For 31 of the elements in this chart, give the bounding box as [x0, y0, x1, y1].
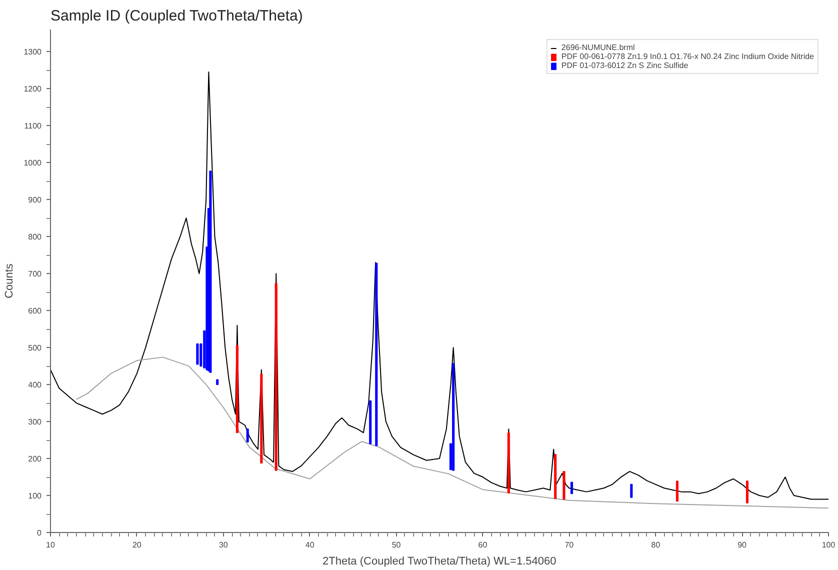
y-tick-label: 200 [28, 454, 42, 464]
y-tick-label: 400 [28, 380, 42, 390]
x-tick-label: 30 [218, 540, 228, 550]
y-axis-title: Counts [4, 263, 16, 298]
x-axis-title: 2Theta (Coupled TwoTheta/Theta) WL=1.54060 [322, 556, 556, 568]
y-tick-label: 700 [28, 270, 42, 279]
x-tick-label: 80 [651, 540, 661, 550]
x-tick-label: 10 [46, 540, 56, 550]
x-tick-label: 40 [305, 540, 315, 550]
y-tick-label: 800 [28, 232, 42, 242]
x-tick-label: 60 [478, 540, 488, 550]
legend-label: PDF 00-061-0778 Zn1.9 In0.1 O1.76-x N0.24 Zinc Indium Oxide Nitride [561, 52, 814, 61]
y-tick-label: 600 [28, 306, 42, 316]
x-tick-label: 20 [132, 540, 142, 550]
x-tick-label: 90 [738, 540, 748, 550]
line-series [76, 356, 828, 509]
legend-label: 2696-NUMUNE.brml [561, 43, 635, 52]
y-tick-label: 1200 [24, 84, 42, 94]
y-tick-label: 900 [28, 196, 42, 205]
y-tick-label: 100 [28, 492, 42, 501]
legend-label: PDF 01-073-6012 Zn S Zinc Sulfide [561, 61, 688, 70]
x-tick-label: 100 [822, 540, 836, 550]
y-tick-label: 300 [28, 418, 42, 427]
y-tick-label: 1300 [24, 48, 42, 57]
y-tick-label: 0 [37, 528, 42, 538]
y-tick-label: 1100 [24, 122, 42, 131]
y-tick-label: 1000 [24, 158, 42, 168]
x-tick-label: 50 [392, 540, 402, 550]
x-tick-label: 70 [564, 540, 574, 550]
chart-title: Sample ID (Coupled TwoTheta/Theta) [50, 8, 303, 24]
y-tick-label: 500 [28, 344, 42, 353]
